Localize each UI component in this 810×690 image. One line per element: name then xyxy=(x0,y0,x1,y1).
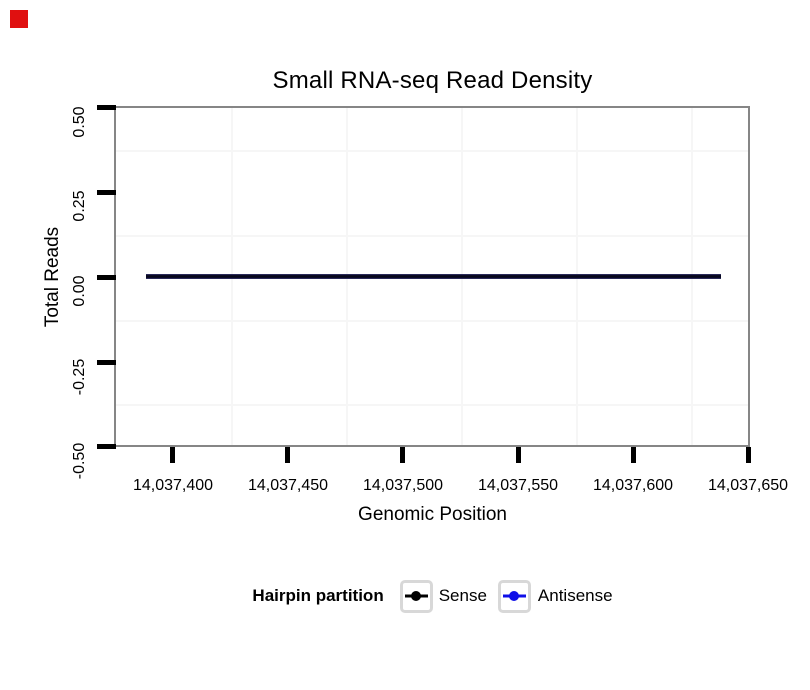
x-tick-label: 14,037,500 xyxy=(362,477,444,494)
x-axis-tick xyxy=(631,447,636,463)
y-axis-title: Total Reads xyxy=(42,226,63,328)
y-tick-label: -0.50 xyxy=(71,442,88,480)
x-tick-label: 14,037,550 xyxy=(477,477,559,494)
x-axis-tick xyxy=(285,447,290,463)
legend-title: Hairpin partition xyxy=(252,586,384,605)
minor-gridline-h xyxy=(116,235,748,237)
x-tick-label: 14,037,450 xyxy=(247,477,329,494)
legend: Hairpin partition Sense Antisense xyxy=(116,579,749,613)
y-axis-tick xyxy=(97,360,116,365)
x-tick-label: 14,037,400 xyxy=(132,477,214,494)
x-axis-tick xyxy=(400,447,405,463)
red-marker-square xyxy=(10,10,28,28)
y-axis-tick xyxy=(97,275,116,280)
legend-label-antisense: Antisense xyxy=(537,586,613,605)
chart-title: Small RNA-seq Read Density xyxy=(272,67,593,94)
x-axis-tick xyxy=(746,447,751,463)
legend-key-sense xyxy=(399,579,433,613)
x-axis-tick xyxy=(516,447,521,463)
read-density-line xyxy=(146,274,721,279)
x-tick-label: 14,037,600 xyxy=(592,477,674,494)
x-axis-title: Genomic Position xyxy=(358,504,507,525)
y-tick-label: 0.00 xyxy=(71,275,88,307)
y-tick-label: 0.25 xyxy=(71,190,88,222)
y-axis-tick xyxy=(97,190,116,195)
x-tick-label: 14,037,650 xyxy=(707,477,789,494)
y-axis-tick xyxy=(97,105,116,110)
legend-label-sense: Sense xyxy=(438,586,487,605)
minor-gridline-h xyxy=(116,320,748,322)
minor-gridline-h xyxy=(116,150,748,152)
y-axis-tick xyxy=(97,444,116,449)
y-tick-label: -0.25 xyxy=(71,358,88,396)
sense-point-icon xyxy=(411,591,422,601)
minor-gridline-h xyxy=(116,404,748,406)
x-axis-tick xyxy=(170,447,175,463)
antisense-point-icon xyxy=(509,591,520,601)
y-tick-label: 0.50 xyxy=(71,106,88,138)
legend-key-antisense xyxy=(497,579,531,613)
